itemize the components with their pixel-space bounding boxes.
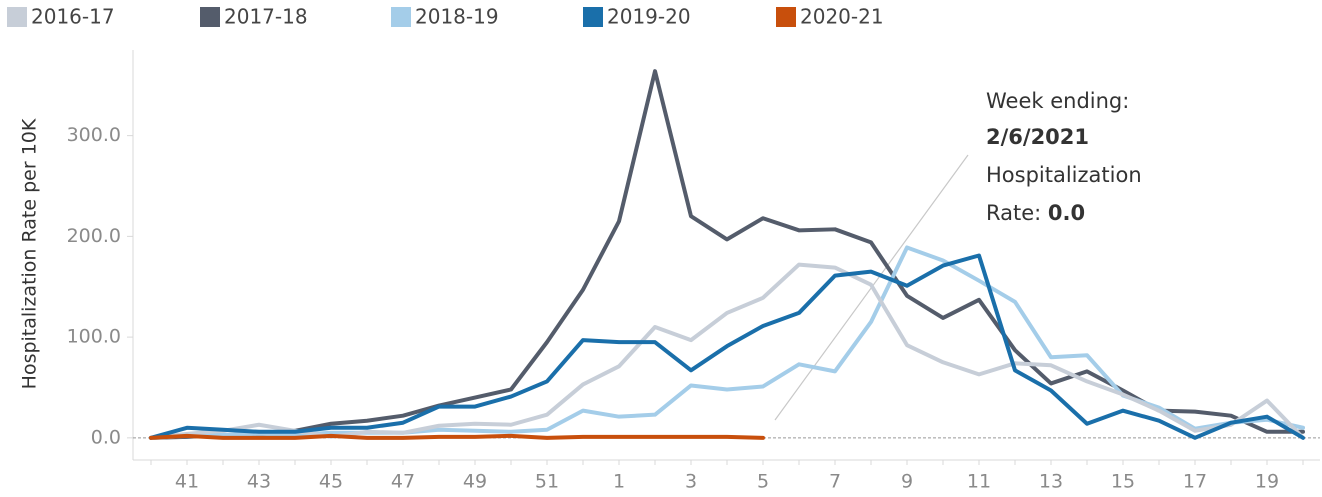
annotation-text: Week ending: [986, 89, 1129, 113]
x-tick-label: 19 [1255, 471, 1279, 493]
legend-label: 2017-18 [224, 5, 308, 29]
y-tick-label: 300.0 [67, 124, 121, 146]
legend-label: 2019-20 [607, 5, 691, 29]
series-line [149, 245, 1305, 440]
legend-swatch [391, 7, 411, 27]
y-tick-label: 200.0 [67, 225, 121, 247]
legend-label: 2016-17 [31, 5, 115, 29]
legend-label: 2018-19 [415, 5, 499, 29]
x-tick-label: 11 [967, 471, 991, 493]
x-tick-label: 41 [175, 471, 199, 493]
annotation-text: Rate: [986, 201, 1041, 225]
series-line [149, 69, 1305, 440]
annotation-text: Hospitalization [986, 163, 1142, 187]
legend-label: 2020-21 [800, 5, 884, 29]
annotation-date: 2/6/2021 [986, 125, 1089, 149]
x-tick-label: 3 [685, 471, 697, 493]
x-tick-label: 1 [613, 471, 625, 493]
x-tick-label: 45 [319, 471, 343, 493]
x-tick-label: 13 [1039, 471, 1063, 493]
y-tick-label: 0.0 [91, 426, 121, 448]
x-tick-label: 17 [1183, 471, 1207, 493]
series-line [149, 433, 765, 440]
x-tick-label: 51 [535, 471, 559, 493]
x-tick-label: 5 [757, 471, 769, 493]
legend-swatch [776, 7, 796, 27]
y-tick-label: 100.0 [67, 326, 121, 348]
legend-swatch [583, 7, 603, 27]
x-tick-label: 9 [901, 471, 913, 493]
series-line [149, 253, 1305, 440]
x-tick-label: 15 [1111, 471, 1135, 493]
x-tick-label: 47 [391, 471, 415, 493]
x-tick-label: 43 [247, 471, 271, 493]
legend: 2016-17 2017-18 2018-19 2019-20 2020-21 [7, 5, 884, 29]
y-axis-label: Hospitalization Rate per 10K [19, 118, 41, 389]
legend-swatch [7, 7, 27, 27]
x-tick-label: 49 [463, 471, 487, 493]
annotation-value: 0.0 [1048, 201, 1085, 225]
legend-swatch [200, 7, 220, 27]
annotation-text: Rate: 0.0 [986, 201, 1085, 225]
x-tick-label: 7 [829, 471, 841, 493]
